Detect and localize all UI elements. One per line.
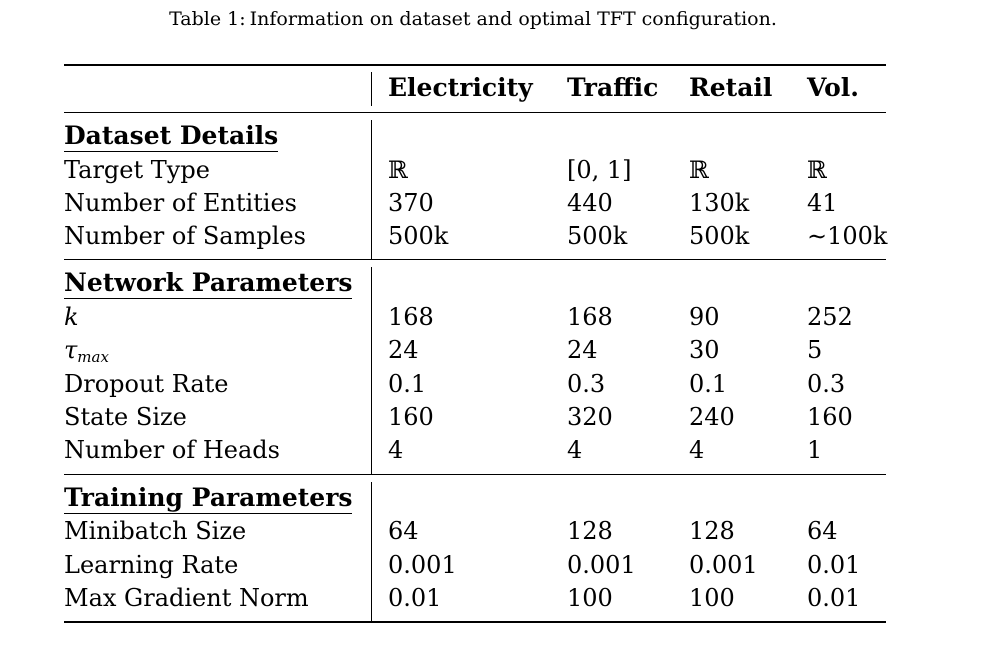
- cell: 1: [807, 436, 823, 464]
- cell: ∼100k: [807, 222, 888, 250]
- section-vline-2: [371, 267, 372, 474]
- row-label-dropout-rate: Dropout Rate: [64, 370, 229, 398]
- row-label-state-size: State Size: [64, 403, 187, 431]
- cell: 0.001: [388, 551, 457, 579]
- cell: 130k: [689, 189, 750, 217]
- cell: 128: [567, 517, 613, 545]
- caption-text: Information on dataset and optimal TFT c…: [249, 8, 777, 30]
- section-rule-2: [64, 474, 886, 475]
- cell: 64: [388, 517, 419, 545]
- cell: 168: [567, 303, 613, 331]
- cell: 0.01: [807, 584, 861, 612]
- cell: 500k: [567, 222, 628, 250]
- row-label-number-of-heads: Number of Heads: [64, 436, 280, 464]
- cell: 160: [807, 403, 853, 431]
- caption-label: Table 1:: [169, 8, 246, 30]
- row-label-minibatch-size: Minibatch Size: [64, 517, 247, 545]
- cell: 90: [689, 303, 720, 331]
- cell: ℝ: [689, 156, 709, 184]
- cell: 24: [567, 336, 598, 364]
- cell: 24: [388, 336, 419, 364]
- section-vline-1: [371, 120, 372, 259]
- cell: 64: [807, 517, 838, 545]
- cell: 320: [567, 403, 613, 431]
- row-label-target-type: Target Type: [64, 156, 210, 184]
- section-vline-3: [371, 482, 372, 621]
- header-rule: [64, 112, 886, 113]
- col-header-vol: Vol.: [807, 73, 859, 102]
- cell: 100: [567, 584, 613, 612]
- cell: ℝ: [807, 156, 827, 184]
- cell: 128: [689, 517, 735, 545]
- cell: 440: [567, 189, 613, 217]
- cell: 252: [807, 303, 853, 331]
- cell: 30: [689, 336, 720, 364]
- col-header-traffic: Traffic: [567, 73, 659, 102]
- cell: 0.001: [689, 551, 758, 579]
- table-caption: Table 1: Information on dataset and optim…: [0, 8, 946, 30]
- cell: 41: [807, 189, 838, 217]
- col-header-electricity: Electricity: [388, 73, 533, 102]
- tau-symbol: τ: [64, 336, 78, 364]
- cell: 500k: [388, 222, 449, 250]
- header-vline: [371, 72, 372, 106]
- cell: 160: [388, 403, 434, 431]
- row-label-number-of-samples: Number of Samples: [64, 222, 306, 250]
- cell: 240: [689, 403, 735, 431]
- section-title-training-parameters: Training Parameters: [64, 483, 353, 514]
- bottom-rule: [64, 621, 886, 623]
- cell: 500k: [689, 222, 750, 250]
- cell: 168: [388, 303, 434, 331]
- row-label-number-of-entities: Number of Entities: [64, 189, 297, 217]
- section-title-network-parameters: Network Parameters: [64, 268, 353, 299]
- row-label-max-gradient-norm: Max Gradient Norm: [64, 584, 309, 612]
- cell: 100: [689, 584, 735, 612]
- cell: ℝ: [388, 156, 408, 184]
- cell: 4: [567, 436, 583, 464]
- row-label-tau-max: τmax: [64, 336, 109, 371]
- cell: 0.001: [567, 551, 636, 579]
- cell: [0, 1]: [567, 156, 632, 184]
- cell: 0.01: [388, 584, 442, 612]
- top-rule: [64, 64, 886, 66]
- cell: 0.1: [388, 370, 427, 398]
- section-rule-1: [64, 259, 886, 260]
- cell: 0.01: [807, 551, 861, 579]
- cell: 4: [689, 436, 705, 464]
- col-header-retail: Retail: [689, 73, 773, 102]
- tau-subscript: max: [77, 348, 109, 366]
- cell: 370: [388, 189, 434, 217]
- section-title-dataset-details: Dataset Details: [64, 121, 279, 152]
- row-label-k: k: [64, 303, 79, 331]
- cell: 0.1: [689, 370, 728, 398]
- cell: 0.3: [567, 370, 606, 398]
- cell: 4: [388, 436, 404, 464]
- cell: 0.3: [807, 370, 846, 398]
- cell: 5: [807, 336, 823, 364]
- row-label-learning-rate: Learning Rate: [64, 551, 239, 579]
